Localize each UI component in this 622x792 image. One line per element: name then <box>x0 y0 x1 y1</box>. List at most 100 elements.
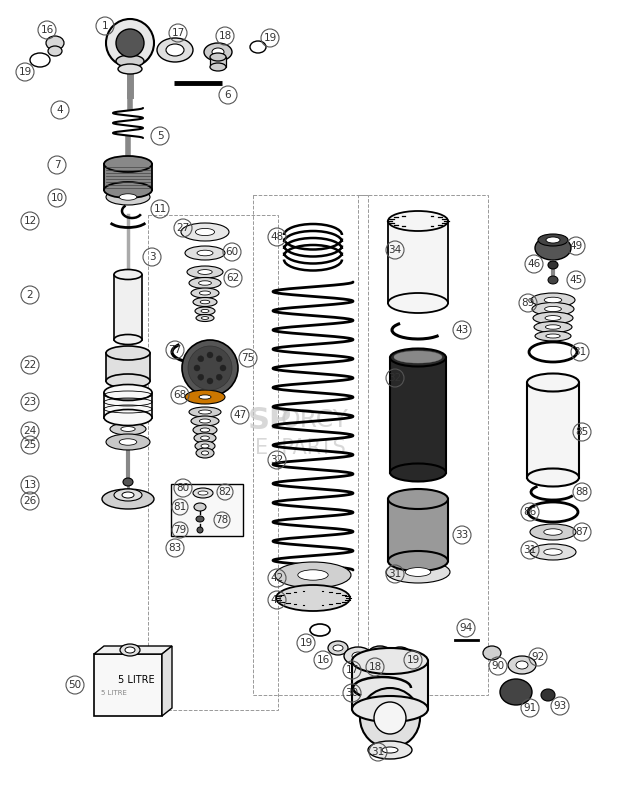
Ellipse shape <box>545 315 561 321</box>
Text: 32: 32 <box>271 455 284 465</box>
Ellipse shape <box>193 488 213 498</box>
Ellipse shape <box>116 55 144 67</box>
Ellipse shape <box>200 428 210 432</box>
Text: 49: 49 <box>569 241 583 251</box>
Ellipse shape <box>198 281 211 285</box>
Ellipse shape <box>298 569 328 581</box>
Ellipse shape <box>198 269 212 274</box>
Text: 18: 18 <box>368 662 382 672</box>
Ellipse shape <box>382 747 398 753</box>
Text: 4: 4 <box>57 105 63 115</box>
Ellipse shape <box>106 346 150 360</box>
Ellipse shape <box>195 228 215 235</box>
Ellipse shape <box>210 63 226 71</box>
Text: 75: 75 <box>241 353 254 363</box>
Ellipse shape <box>114 489 142 501</box>
Ellipse shape <box>530 524 576 540</box>
Bar <box>171 484 243 536</box>
Ellipse shape <box>201 444 209 448</box>
Text: 27: 27 <box>177 223 190 233</box>
Ellipse shape <box>198 410 211 414</box>
Text: 50: 50 <box>68 680 81 690</box>
Ellipse shape <box>548 261 558 269</box>
Ellipse shape <box>181 223 229 241</box>
Text: 88: 88 <box>575 487 588 497</box>
Ellipse shape <box>194 503 206 511</box>
Text: 83: 83 <box>169 543 182 553</box>
Text: 5 LITRE: 5 LITRE <box>118 675 154 685</box>
Ellipse shape <box>202 451 208 455</box>
Text: 17: 17 <box>172 28 185 38</box>
Text: 31: 31 <box>573 347 587 357</box>
Bar <box>104 393 152 417</box>
Ellipse shape <box>157 38 193 62</box>
Text: 10: 10 <box>50 193 63 203</box>
Text: 30: 30 <box>345 688 358 698</box>
Text: 41: 41 <box>271 595 284 605</box>
Text: 19: 19 <box>406 655 420 665</box>
Text: 26: 26 <box>24 496 37 506</box>
Ellipse shape <box>166 44 184 56</box>
Ellipse shape <box>390 348 446 367</box>
Ellipse shape <box>204 43 232 61</box>
Text: SP: SP <box>248 406 292 435</box>
Ellipse shape <box>375 651 385 657</box>
Text: 90: 90 <box>491 661 504 671</box>
Ellipse shape <box>207 378 213 384</box>
Text: 19: 19 <box>263 33 277 43</box>
Ellipse shape <box>201 436 210 440</box>
Ellipse shape <box>216 356 222 362</box>
Ellipse shape <box>538 234 568 246</box>
Ellipse shape <box>189 277 221 288</box>
Text: 60: 60 <box>225 247 239 257</box>
Text: 85: 85 <box>575 427 588 437</box>
Ellipse shape <box>352 652 364 660</box>
Ellipse shape <box>48 46 62 56</box>
Ellipse shape <box>187 266 223 278</box>
Ellipse shape <box>102 489 154 509</box>
Ellipse shape <box>533 312 573 324</box>
Text: 25: 25 <box>24 440 37 450</box>
Ellipse shape <box>189 407 221 417</box>
Ellipse shape <box>116 29 144 57</box>
Text: 68: 68 <box>174 390 187 400</box>
Bar <box>390 357 446 473</box>
Text: 31: 31 <box>523 545 537 555</box>
Ellipse shape <box>275 562 351 588</box>
Ellipse shape <box>386 561 450 583</box>
Ellipse shape <box>106 189 150 205</box>
Ellipse shape <box>541 689 555 701</box>
Ellipse shape <box>122 492 134 498</box>
Ellipse shape <box>394 351 442 363</box>
Text: 48: 48 <box>271 232 284 242</box>
Ellipse shape <box>388 489 448 509</box>
Ellipse shape <box>328 641 348 655</box>
Text: 2: 2 <box>27 290 34 300</box>
Ellipse shape <box>483 646 501 660</box>
Text: 22: 22 <box>24 360 37 370</box>
Ellipse shape <box>196 448 214 458</box>
Ellipse shape <box>198 356 204 362</box>
Text: 46: 46 <box>527 259 541 269</box>
Text: 43: 43 <box>455 325 468 335</box>
Text: 16: 16 <box>40 25 53 35</box>
Text: 11: 11 <box>154 204 167 214</box>
Ellipse shape <box>344 647 372 665</box>
Text: 91: 91 <box>523 703 537 713</box>
Text: 78: 78 <box>215 515 229 525</box>
Text: 12: 12 <box>24 216 37 226</box>
Bar <box>388 499 448 561</box>
Ellipse shape <box>546 237 560 243</box>
Ellipse shape <box>106 434 150 450</box>
Ellipse shape <box>388 211 448 231</box>
Text: 5 LITRE: 5 LITRE <box>101 690 127 696</box>
Ellipse shape <box>193 298 217 307</box>
Ellipse shape <box>193 425 217 435</box>
Bar <box>352 661 428 709</box>
Ellipse shape <box>114 334 142 345</box>
Ellipse shape <box>120 644 140 656</box>
Ellipse shape <box>527 469 579 486</box>
Ellipse shape <box>530 544 576 560</box>
Ellipse shape <box>30 53 50 67</box>
Ellipse shape <box>194 365 200 371</box>
